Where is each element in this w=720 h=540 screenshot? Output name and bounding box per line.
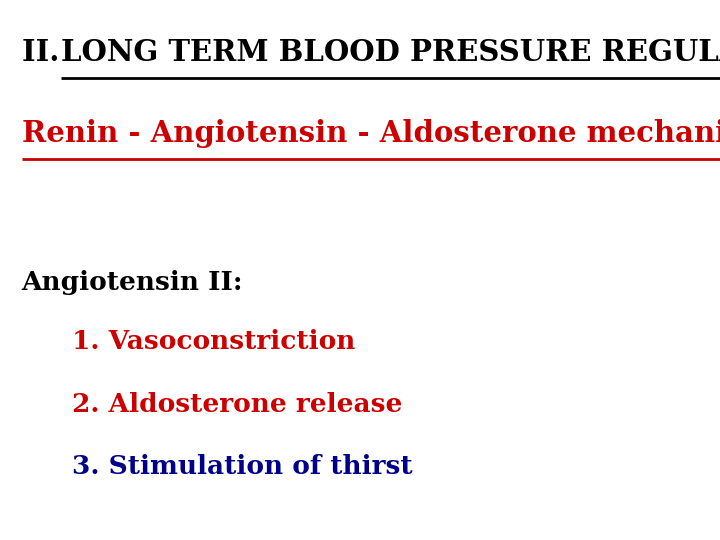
Text: 2. Aldosterone release: 2. Aldosterone release [72, 392, 402, 416]
Text: II.: II. [22, 38, 69, 67]
Text: Renin - Angiotensin - Aldosterone mechanism:: Renin - Angiotensin - Aldosterone mechan… [22, 119, 720, 148]
Text: 1. Vasoconstriction: 1. Vasoconstriction [72, 329, 356, 354]
Text: Angiotensin II:: Angiotensin II: [22, 270, 243, 295]
Text: 3. Stimulation of thirst: 3. Stimulation of thirst [72, 454, 413, 478]
Text: LONG TERM BLOOD PRESSURE REGULATION: LONG TERM BLOOD PRESSURE REGULATION [61, 38, 720, 67]
